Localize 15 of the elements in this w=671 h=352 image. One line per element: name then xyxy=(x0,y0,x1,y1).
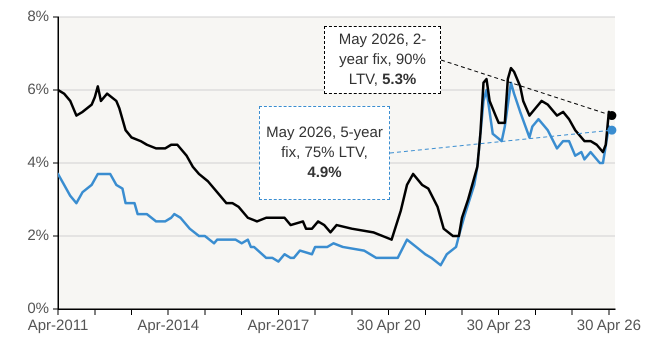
y-tick-label: 4% xyxy=(27,154,49,172)
y-tick-label: 6% xyxy=(27,81,49,98)
callout-box: May 2026, 5-year fix, 75% LTV, 4.9% xyxy=(259,106,390,200)
x-tick-label: 30 Apr 26 xyxy=(576,317,641,334)
x-tick-label: Apr-2017 xyxy=(248,317,310,334)
annotation: May 2026, 2-year fix, 90% LTV, 5.3% xyxy=(338,30,428,90)
x-tick-label: 30 Apr 20 xyxy=(356,317,421,334)
x-tick-label: 30 Apr 23 xyxy=(466,317,531,334)
callout-box: May 2026, 2-year fix, 90% LTV, 5.3% xyxy=(324,26,441,94)
y-tick-label: 8% xyxy=(27,8,49,26)
y-tick-label: 2% xyxy=(27,227,49,244)
x-tick-label: Apr-2014 xyxy=(137,317,200,334)
x-tick-label: Apr-2011 xyxy=(28,317,88,334)
y-tick-label: 0% xyxy=(27,300,49,318)
annotation: May 2026, 5-year fix, 75% LTV, 4.9% xyxy=(266,123,383,183)
